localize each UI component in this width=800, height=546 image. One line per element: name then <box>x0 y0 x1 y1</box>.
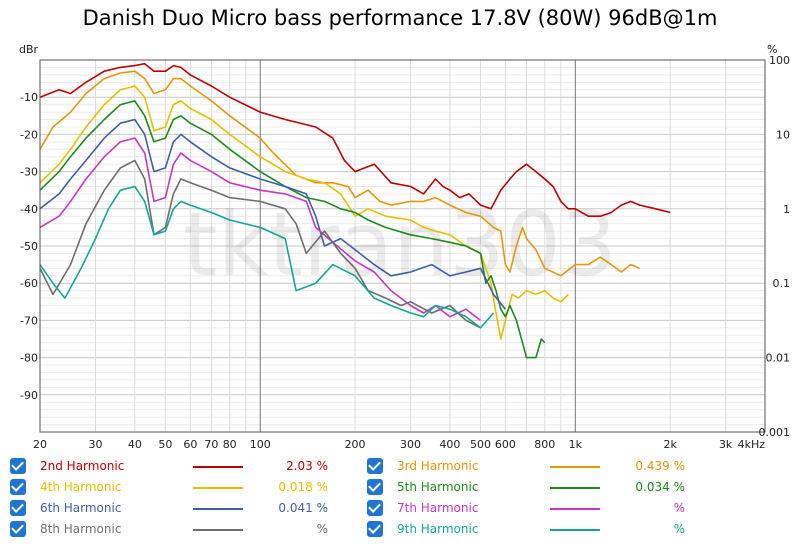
plot-frame <box>39 59 766 433</box>
legend-checkbox[interactable] <box>367 479 383 495</box>
legend-value: 2.03 % <box>286 459 328 473</box>
series-line-7th-harmonic <box>39 137 481 322</box>
x-tick-label: 40 <box>128 438 142 451</box>
y-left-tick-label: -60 <box>20 277 38 290</box>
legend-name: 9th Harmonic <box>397 522 479 536</box>
series-line-6th-harmonic <box>39 118 507 310</box>
legend-swatch <box>193 529 243 531</box>
x-tick-label: 200 <box>345 438 366 451</box>
series-line-9th-harmonic <box>39 185 495 329</box>
x-tick-label: 400 <box>439 438 460 451</box>
legend-value: 0.041 % <box>278 501 328 515</box>
series-line-3th-harmonic <box>39 70 640 277</box>
legend-checkbox[interactable] <box>10 458 26 474</box>
legend-value: % <box>316 522 328 536</box>
legend-name: 3rd Harmonic <box>397 459 479 473</box>
y-right-tick-label: 100 <box>769 54 790 67</box>
legend-value: 0.439 % <box>635 459 685 473</box>
x-tick-label: 3k <box>719 438 733 451</box>
y-right-tick-label: 0.1 <box>773 277 791 290</box>
x-tick-label: 100 <box>250 438 271 451</box>
y-left-tick-label: -50 <box>20 240 38 253</box>
legend-checkbox[interactable] <box>367 500 383 516</box>
legend-name: 5th Harmonic <box>397 480 479 494</box>
legend-checkbox[interactable] <box>367 521 383 537</box>
legend-name: 7th Harmonic <box>397 501 479 515</box>
y-left-tick-label: -40 <box>20 203 38 216</box>
x-tick-label: 800 <box>534 438 555 451</box>
y-left-tick-label: -80 <box>20 352 38 365</box>
x-tick-label: 50 <box>158 438 172 451</box>
legend-checkbox[interactable] <box>10 479 26 495</box>
series-lines <box>39 62 671 359</box>
y-right-tick-label: 0.01 <box>766 352 791 365</box>
y-right-tick-label: 10 <box>776 128 790 141</box>
axis-labels: 20 30 40 50 60 70 80 100 200 300 400 500 600 800 1k 2k 3… <box>19 43 790 451</box>
watermark: tktran303 <box>183 193 617 296</box>
y-right-tick-label: 0.001 <box>759 426 791 439</box>
x-tick-label: 1k <box>569 438 583 451</box>
legend-swatch <box>193 508 243 510</box>
y-left-tick-label: -70 <box>20 314 38 327</box>
y-left-axis-label: dBr <box>19 43 39 56</box>
x-tick-label: 2k <box>663 438 677 451</box>
y-right-axis-label: % <box>767 43 777 56</box>
legend-checkbox[interactable] <box>367 458 383 474</box>
series-line-8th-harmonic <box>39 159 481 329</box>
x-tick-label: 20 <box>33 438 47 451</box>
legend-swatch <box>193 487 243 489</box>
legend-checkbox[interactable] <box>10 500 26 516</box>
legend-checkbox[interactable] <box>10 521 26 537</box>
x-tick-label: 300 <box>400 438 421 451</box>
y-right-tick-label: 1 <box>783 203 790 216</box>
legend-value: % <box>673 501 685 515</box>
legend-swatch <box>550 508 600 510</box>
legend-value: 0.034 % <box>635 480 685 494</box>
x-tick-label: 60 <box>183 438 197 451</box>
x-tick-label: 30 <box>88 438 102 451</box>
legend-name: 6th Harmonic <box>40 501 122 515</box>
y-left-tick-label: -20 <box>20 128 38 141</box>
series-line-4th-harmonic <box>39 85 569 340</box>
legend-swatch <box>193 466 243 468</box>
x-tick-label: 70 <box>204 438 218 451</box>
series-line-5th-harmonic <box>39 100 546 359</box>
legend-swatch <box>550 487 600 489</box>
legend-name: 4th Harmonic <box>40 480 122 494</box>
x-tick-label: 500 <box>470 438 491 451</box>
y-left-tick-label: -10 <box>20 91 38 104</box>
y-left-tick-label: -90 <box>20 389 38 402</box>
legend-swatch <box>550 529 600 531</box>
series-line-2th-harmonic <box>39 62 671 217</box>
legend-name: 2nd Harmonic <box>40 459 125 473</box>
y-left-tick-label: -30 <box>20 166 38 179</box>
chart-title: Danish Duo Micro bass performance 17.8V … <box>82 6 718 30</box>
legend-name: 8th Harmonic <box>40 522 122 536</box>
x-tick-label: 80 <box>223 438 237 451</box>
x-tick-label: 4kHz <box>738 438 766 451</box>
legend-value: 0.018 % <box>278 480 328 494</box>
legend-swatch <box>550 466 600 468</box>
legend-value: % <box>673 522 685 536</box>
x-tick-label: 600 <box>495 438 516 451</box>
